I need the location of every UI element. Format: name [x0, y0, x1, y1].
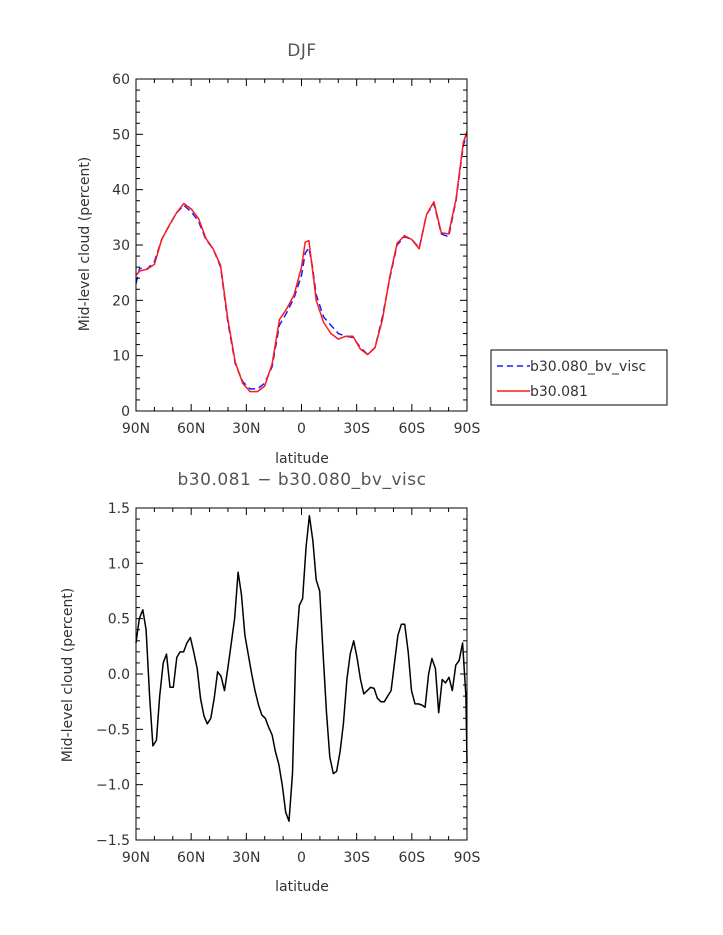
bottom-y-tick-label: −0.5 [96, 722, 130, 738]
bottom-x-tick-label: 90S [454, 850, 481, 866]
bottom-y-tick-label: 0.5 [108, 612, 130, 628]
top-chart-frame [135, 78, 468, 412]
top-chart: DJF latitude Mid-level cloud (percent) 9… [77, 41, 480, 467]
bottom-chart-ylabel: Mid-level cloud (percent) [60, 588, 76, 763]
top-x-tick-label: 30S [343, 421, 370, 437]
bottom-x-tick-label: 60N [177, 850, 205, 866]
top-y-tick-label: 0 [121, 404, 130, 420]
top-y-tick-label: 20 [112, 293, 130, 309]
top-series-line-b30-080-bv-visc [135, 134, 468, 390]
top-x-tick-label: 30N [232, 421, 260, 437]
legend-label-b30-081: b30.081 [530, 384, 588, 400]
bottom-chart-title: b30.081 − b30.080_bv_visc [178, 470, 427, 490]
bottom-chart: b30.081 − b30.080_bv_visc latitude Mid-l… [60, 470, 480, 895]
top-x-tick-label: 0 [297, 421, 306, 437]
top-y-tick-label: 40 [112, 183, 130, 199]
top-series-line-b30-081 [135, 131, 468, 393]
bottom-series-line-difference [135, 514, 468, 822]
top-x-tick-label: 60N [177, 421, 205, 437]
top-y-tick-label: 10 [112, 349, 130, 365]
bottom-chart-xlabel: latitude [275, 879, 329, 895]
bottom-y-tick-label: 0.0 [108, 667, 130, 683]
bottom-y-tick-label: 1.5 [108, 501, 130, 517]
bottom-x-tick-label: 0 [297, 850, 306, 866]
bottom-x-tick-label: 90N [122, 850, 150, 866]
top-y-tick-label: 60 [112, 72, 130, 88]
top-chart-xlabel: latitude [275, 451, 329, 467]
top-y-tick-label: 30 [112, 238, 130, 254]
top-x-tick-label: 90S [454, 421, 481, 437]
legend: b30.080_bv_visc b30.081 [490, 349, 668, 406]
top-x-tick-label: 60S [398, 421, 425, 437]
bottom-x-tick-label: 30S [343, 850, 370, 866]
bottom-x-tick-label: 60S [398, 850, 425, 866]
bottom-y-tick-label: 1.0 [108, 556, 130, 572]
legend-label-b30-080-bv-visc: b30.080_bv_visc [530, 359, 646, 375]
top-chart-ylabel: Mid-level cloud (percent) [77, 157, 93, 332]
legend-box [490, 349, 668, 406]
bottom-chart-frame [135, 507, 468, 841]
top-chart-title: DJF [287, 41, 316, 61]
bottom-y-tick-label: −1.5 [96, 833, 130, 849]
top-y-tick-label: 50 [112, 127, 130, 143]
bottom-x-tick-label: 30N [232, 850, 260, 866]
bottom-y-tick-label: −1.0 [96, 778, 130, 794]
top-x-tick-label: 90N [122, 421, 150, 437]
